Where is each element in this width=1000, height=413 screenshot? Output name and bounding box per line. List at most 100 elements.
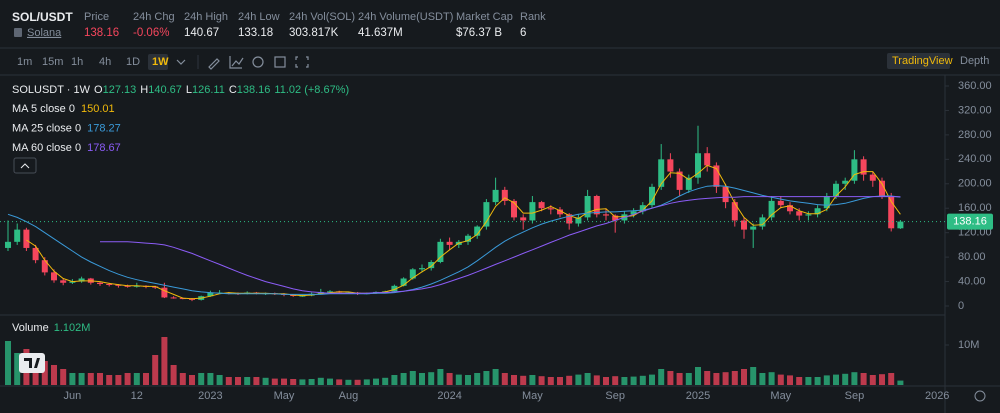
volume-bar <box>170 365 177 385</box>
volume-bar <box>336 379 343 385</box>
candle-body <box>584 196 591 218</box>
volume-bar <box>639 375 646 385</box>
collapse-button[interactable] <box>13 157 37 174</box>
legend-high: 140.67 <box>148 84 182 96</box>
volume-bar <box>584 373 591 385</box>
indicator-icon[interactable] <box>229 56 244 69</box>
view-tab[interactable]: TradingView <box>892 55 953 67</box>
volume-bar <box>869 375 876 385</box>
candle-body <box>796 211 803 216</box>
volume-bar <box>768 372 775 385</box>
candle-body <box>630 211 637 215</box>
volume-bar <box>198 373 205 385</box>
volume-bar <box>207 373 214 385</box>
volume-bar <box>345 379 352 385</box>
volume-bar <box>41 361 48 385</box>
ma-legend-entry: MA 60 close 0 178.67 <box>12 142 121 154</box>
view-tab[interactable]: Depth <box>960 55 989 67</box>
ma-line <box>100 196 901 294</box>
candle-body <box>722 186 729 203</box>
volume-bar <box>428 372 435 385</box>
tv-logo <box>19 353 45 373</box>
candle-body <box>547 208 554 210</box>
candle-body <box>419 268 425 270</box>
volume-bar <box>179 373 186 385</box>
volume-bar <box>897 380 904 385</box>
volume-bar <box>842 373 849 385</box>
candle-body <box>639 205 646 212</box>
candle-body <box>189 298 195 300</box>
y-tick-label: 360.00 <box>958 80 992 92</box>
active-bg <box>148 54 168 70</box>
x-tick-label: 2024 <box>437 390 461 402</box>
candle-body <box>787 205 793 212</box>
volume-bar <box>823 375 830 385</box>
candle-body <box>897 221 904 229</box>
volume-bar <box>814 377 821 385</box>
volume-bar <box>575 374 582 385</box>
candle-body <box>170 297 177 299</box>
candle-body <box>713 165 720 187</box>
stats: Price 138.16 24h Chg -0.06% 24h High 140.67 24… <box>84 11 546 39</box>
volume-bar <box>317 377 324 385</box>
ma-name: MA 60 close 0 <box>12 142 81 154</box>
interval[interactable]: 1W <box>152 56 169 68</box>
x-tick-label: Sep <box>845 390 865 402</box>
candle-body <box>538 202 545 209</box>
candle-body <box>566 214 573 224</box>
volume-bar <box>115 375 122 385</box>
candle-body <box>152 286 159 288</box>
candle-body <box>593 196 600 215</box>
interval[interactable]: 1m <box>17 56 32 68</box>
interval[interactable]: 1h <box>71 56 83 68</box>
volume-bar <box>189 375 195 385</box>
interval[interactable]: 15m <box>42 56 63 68</box>
volume-bar <box>529 375 536 385</box>
stat-value: 303.817K <box>289 27 339 39</box>
candle-body <box>41 260 48 273</box>
candle-body <box>32 247 39 261</box>
volume-bar <box>382 377 389 385</box>
volume-bar <box>400 373 407 385</box>
candle-body <box>823 196 830 209</box>
volume-bar <box>133 373 140 385</box>
candle-body <box>14 229 21 242</box>
volume-bar <box>373 378 379 385</box>
candle-body <box>695 153 701 178</box>
stat-value: 41.637M <box>358 27 403 39</box>
candle-body <box>511 200 517 218</box>
volume-bar <box>492 369 499 385</box>
volume-bar <box>888 373 895 385</box>
x-tick-label: 2026 <box>925 390 949 402</box>
fullscreen-icon[interactable] <box>295 56 309 68</box>
legend-o: O <box>94 84 103 96</box>
candle-body <box>612 215 619 221</box>
volume-bar <box>704 371 711 385</box>
save-icon[interactable] <box>274 56 286 68</box>
settings-icon[interactable] <box>252 56 264 68</box>
candle-body <box>704 153 711 166</box>
volume-bar <box>474 373 481 385</box>
stat-value: 138.16 <box>84 27 119 39</box>
interval[interactable]: 1D <box>126 56 140 68</box>
volume-bar <box>87 373 94 385</box>
draw-icon[interactable] <box>208 58 220 70</box>
legend-symbol: SOLUSDT · 1W <box>12 84 91 96</box>
stat-label: 24h Low <box>238 11 280 23</box>
ma-line <box>26 164 901 300</box>
candle-body <box>557 209 563 215</box>
volume-bar <box>51 365 57 385</box>
candle-body <box>391 285 398 292</box>
dropdown[interactable] <box>176 59 186 65</box>
coin-link[interactable]: Solana <box>27 27 62 39</box>
volume-bar <box>731 371 738 385</box>
ma-value: 178.27 <box>87 122 121 134</box>
volume-bar <box>667 371 674 385</box>
volume-bar <box>557 377 563 385</box>
interval[interactable]: 4h <box>99 56 111 68</box>
candle-body <box>750 226 757 230</box>
settings-icon[interactable] <box>974 390 986 402</box>
candle-body <box>97 282 103 284</box>
legend-close: 138.16 <box>237 84 271 96</box>
